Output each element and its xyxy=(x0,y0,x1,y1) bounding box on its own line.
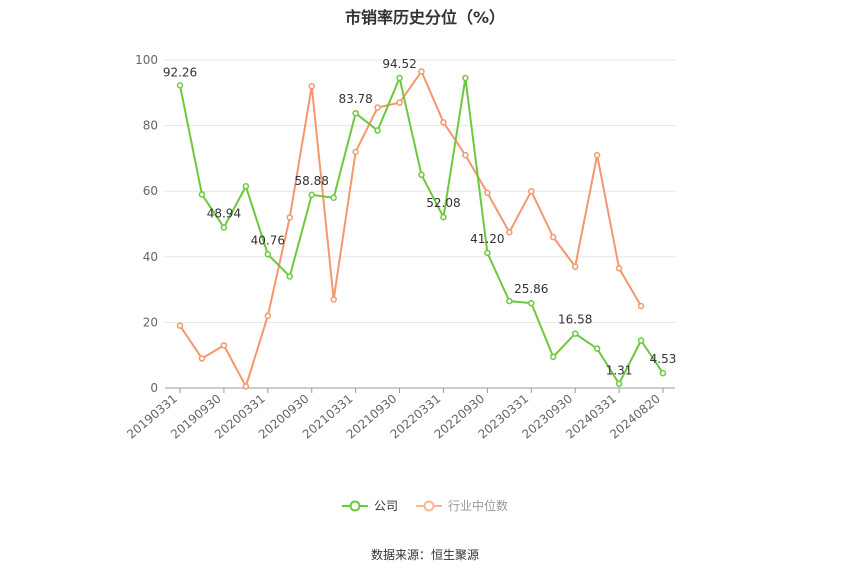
data-point-company xyxy=(462,74,469,82)
x-axis-ticks: 2019033120190930202003312020093020210331… xyxy=(124,388,664,442)
data-label: 52.08 xyxy=(426,196,460,210)
data-label: 4.53 xyxy=(650,352,677,366)
series-lines xyxy=(179,70,664,388)
data-point-company xyxy=(286,273,294,280)
data-point-company xyxy=(308,191,315,199)
series-line-industry-median xyxy=(179,70,642,388)
data-point-industry-median xyxy=(176,322,184,329)
legend-label-company: 公司 xyxy=(373,499,398,513)
legend: 公司 行业中位数 xyxy=(0,497,850,514)
data-label: 83.78 xyxy=(338,92,372,106)
series-points xyxy=(176,68,667,390)
data-labels: 92.26 48.94 40.76 58.88 83.78 94.52 52.08 41.20… xyxy=(163,57,677,378)
data-point-company xyxy=(615,380,623,387)
data-point-company xyxy=(506,297,513,305)
data-point-industry-median xyxy=(264,312,272,320)
data-label: 25.86 xyxy=(514,282,548,296)
y-tick-label: 20 xyxy=(143,315,158,329)
data-point-industry-median xyxy=(220,342,228,349)
data-point-industry-median xyxy=(352,148,359,156)
data-point-company xyxy=(418,171,425,179)
legend-line-marker-company xyxy=(341,500,368,511)
data-point-industry-median xyxy=(330,296,337,303)
data-label: 94.52 xyxy=(382,57,416,71)
y-tick-label: 100 xyxy=(135,53,158,67)
data-point-industry-median xyxy=(308,82,315,90)
data-label: 41.20 xyxy=(470,232,504,246)
data-point-company xyxy=(528,299,535,307)
y-tick-label: 80 xyxy=(143,119,158,133)
data-point-industry-median xyxy=(374,104,381,111)
y-tick-label: 40 xyxy=(143,250,158,264)
data-label: 1.31 xyxy=(606,364,633,378)
data-point-industry-median xyxy=(286,214,294,221)
data-point-company xyxy=(198,191,206,198)
data-point-industry-median xyxy=(462,151,469,159)
data-point-company xyxy=(593,345,601,352)
data-point-industry-median xyxy=(571,263,579,270)
legend-line-marker-industry xyxy=(416,500,442,511)
data-point-industry-median xyxy=(506,228,513,236)
data-label: 92.26 xyxy=(163,65,197,79)
data-point-industry-median xyxy=(418,68,425,75)
data-point-industry-median xyxy=(198,355,206,362)
y-tick-label: 60 xyxy=(143,184,158,198)
y-axis-ticks: 0 20 40 60 80 100 xyxy=(135,53,158,395)
data-point-industry-median xyxy=(528,187,535,195)
legend-label-industry-median: 行业中位数 xyxy=(448,499,509,513)
data-label: 48.94 xyxy=(207,206,241,220)
data-point-company xyxy=(220,224,228,231)
data-point-industry-median xyxy=(396,99,403,106)
legend-item-company[interactable]: 公司 xyxy=(341,497,398,514)
data-point-company xyxy=(484,249,491,257)
data-source: 数据来源：恒生聚源 xyxy=(370,548,479,562)
data-point-company xyxy=(352,109,359,117)
data-point-industry-median xyxy=(484,189,491,197)
data-point-company xyxy=(549,353,557,361)
data-label: 40.76 xyxy=(251,233,285,247)
data-label: 58.88 xyxy=(295,174,329,188)
data-point-company xyxy=(374,127,381,134)
y-tick-label: 0 xyxy=(150,381,158,395)
data-point-company xyxy=(176,82,184,89)
chart-title: 市销率历史分位（%） xyxy=(344,8,506,27)
data-point-company xyxy=(396,74,403,82)
data-point-company xyxy=(571,330,579,337)
data-point-company xyxy=(440,213,447,221)
data-point-company xyxy=(659,369,667,377)
data-point-industry-median xyxy=(242,383,250,390)
legend-item-industry-median[interactable]: 行业中位数 xyxy=(416,497,508,514)
data-point-industry-median xyxy=(615,265,623,272)
data-point-company xyxy=(330,194,337,202)
data-point-company xyxy=(242,183,250,190)
series-line-company xyxy=(179,76,664,385)
data-point-industry-median xyxy=(440,119,447,126)
data-label: 16.58 xyxy=(558,313,592,327)
data-point-industry-median xyxy=(637,302,645,310)
data-point-industry-median xyxy=(593,151,601,159)
data-point-company xyxy=(264,251,272,258)
data-point-industry-median xyxy=(549,233,557,241)
data-point-company xyxy=(637,337,645,344)
grid-lines xyxy=(165,59,675,323)
